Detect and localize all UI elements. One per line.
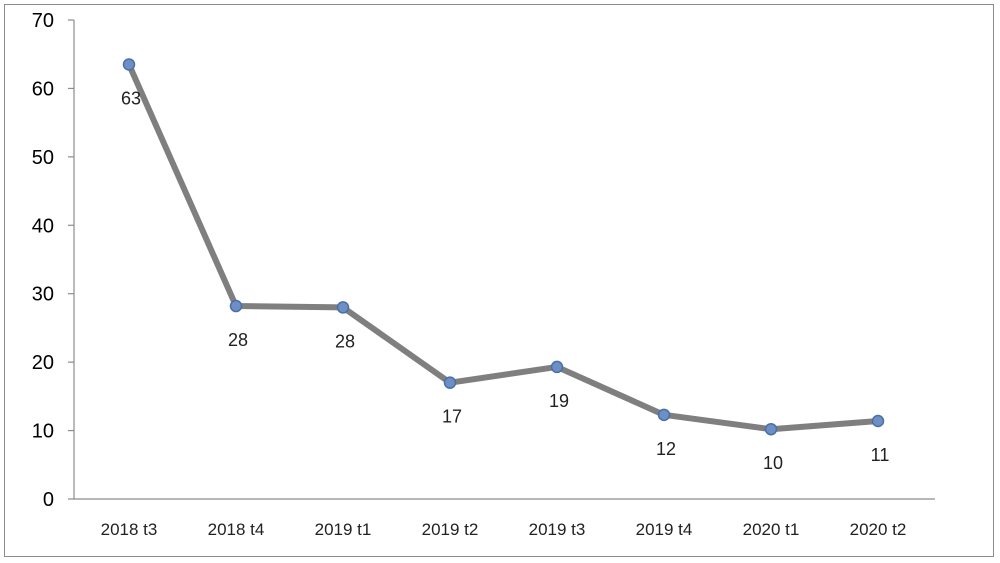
- y-tick-label: 10: [32, 421, 54, 443]
- data-label: 12: [656, 439, 676, 459]
- data-point: [443, 376, 457, 389]
- data-point: [229, 299, 243, 313]
- x-tick-label: 2019 t3: [529, 520, 586, 539]
- y-tick-label: 0: [43, 489, 54, 511]
- data-labels: 63 28 28 17 19 12 10 11: [121, 88, 889, 473]
- chart-frame: [4, 4, 994, 557]
- data-label: 28: [335, 331, 355, 351]
- x-tick-label: 2020 t1: [743, 520, 800, 539]
- x-tick-label: 2019 t4: [636, 520, 693, 539]
- data-label: 28: [228, 330, 248, 350]
- y-tick-label: 60: [32, 78, 54, 100]
- data-label: 11: [871, 445, 890, 465]
- y-tick-label: 70: [32, 10, 54, 32]
- x-tick-label: 2018 t4: [208, 520, 265, 539]
- axes: [73, 20, 935, 500]
- y-tick-label: 50: [32, 147, 54, 169]
- data-point: [764, 422, 778, 436]
- series-group: [122, 58, 885, 436]
- x-tick-label: 2019 t2: [422, 520, 479, 539]
- series-line: [126, 61, 881, 433]
- y-tick-label: 20: [32, 352, 54, 374]
- data-label: 10: [763, 453, 783, 473]
- x-tick-label: 2020 t2: [850, 520, 907, 539]
- data-label: 63: [121, 88, 141, 108]
- y-tick-label: 40: [32, 215, 54, 237]
- data-point: [871, 414, 885, 428]
- data-point: [550, 360, 564, 374]
- x-axis-labels: 2018 t3 2018 t4 2019 t1 2019 t2 2019 t3 2019 …: [101, 520, 907, 539]
- data-point: [122, 58, 136, 71]
- y-axis-ticks: 0 10 20 30 40 50 60 70: [32, 10, 74, 511]
- data-point: [657, 408, 671, 422]
- data-label: 19: [549, 391, 569, 411]
- x-tick-label: 2018 t3: [101, 520, 158, 539]
- data-point: [336, 301, 350, 314]
- x-tick-label: 2019 t1: [315, 520, 372, 539]
- y-tick-label: 30: [32, 284, 54, 306]
- data-label: 17: [442, 407, 462, 427]
